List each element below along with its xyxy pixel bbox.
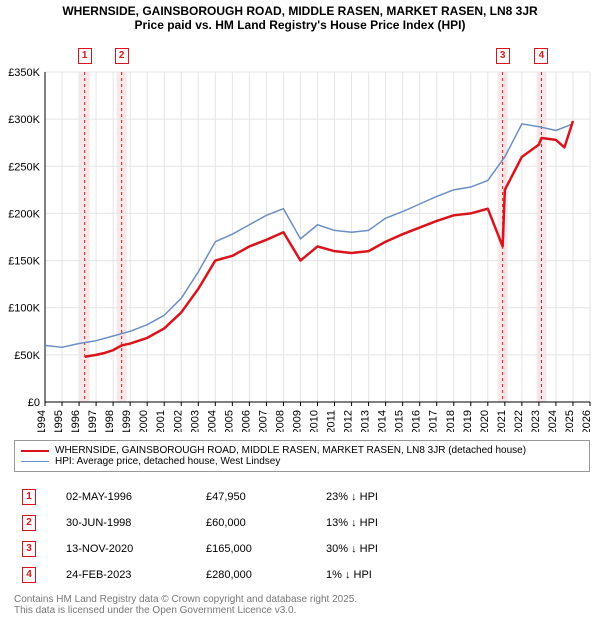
transaction-marker: 2 bbox=[22, 515, 36, 531]
attribution-line-1: Contains HM Land Registry data © Crown c… bbox=[14, 594, 357, 605]
transaction-delta: 23% ↓ HPI bbox=[326, 491, 446, 503]
svg-text:2015: 2015 bbox=[394, 410, 406, 432]
svg-text:2025: 2025 bbox=[564, 410, 576, 432]
svg-text:2007: 2007 bbox=[257, 410, 269, 432]
svg-text:2005: 2005 bbox=[223, 410, 235, 432]
svg-text:£200K: £200K bbox=[8, 208, 40, 220]
legend: WHERNSIDE, GAINSBOROUGH ROAD, MIDDLE RAS… bbox=[14, 440, 590, 472]
svg-text:2021: 2021 bbox=[496, 410, 508, 432]
svg-text:2010: 2010 bbox=[309, 410, 321, 432]
transaction-price: £47,950 bbox=[206, 491, 326, 503]
svg-text:2004: 2004 bbox=[206, 410, 218, 432]
svg-text:£100K: £100K bbox=[8, 303, 40, 315]
svg-text:£50K: £50K bbox=[14, 350, 40, 362]
svg-text:2006: 2006 bbox=[240, 410, 252, 432]
chart-title: WHERNSIDE, GAINSBOROUGH ROAD, MIDDLE RAS… bbox=[0, 0, 600, 32]
svg-text:2001: 2001 bbox=[155, 410, 167, 432]
svg-text:2019: 2019 bbox=[462, 410, 474, 432]
legend-label: WHERNSIDE, GAINSBOROUGH ROAD, MIDDLE RAS… bbox=[55, 445, 526, 456]
svg-text:2000: 2000 bbox=[138, 410, 150, 432]
transactions-table: 1 02-MAY-1996£47,95023% ↓ HPI 2 30-JUN-1998… bbox=[22, 484, 446, 588]
marker-label-1: 1 bbox=[78, 48, 92, 64]
svg-text:£250K: £250K bbox=[8, 161, 40, 173]
legend-label: HPI: Average price, detached house, West… bbox=[55, 456, 280, 467]
attribution: Contains HM Land Registry data © Crown c… bbox=[14, 594, 357, 616]
svg-text:2011: 2011 bbox=[326, 410, 338, 432]
svg-text:1996: 1996 bbox=[70, 410, 82, 432]
transaction-date: 02-MAY-1996 bbox=[66, 491, 206, 503]
legend-swatch-icon bbox=[21, 461, 49, 462]
marker-label-3: 3 bbox=[496, 48, 510, 64]
transaction-marker: 1 bbox=[22, 489, 36, 505]
transaction-date: 13-NOV-2020 bbox=[66, 543, 206, 555]
legend-item-0: WHERNSIDE, GAINSBOROUGH ROAD, MIDDLE RAS… bbox=[21, 445, 583, 456]
marker-label-2: 2 bbox=[115, 48, 129, 64]
title-line-2: Price paid vs. HM Land Registry's House … bbox=[0, 18, 600, 32]
legend-item-1: HPI: Average price, detached house, West… bbox=[21, 456, 583, 467]
svg-text:2008: 2008 bbox=[274, 410, 286, 432]
transaction-marker: 4 bbox=[22, 567, 36, 583]
legend-swatch-icon bbox=[21, 450, 49, 452]
transaction-date: 24-FEB-2023 bbox=[66, 569, 206, 581]
svg-text:1997: 1997 bbox=[87, 410, 99, 432]
transaction-row-2: 2 30-JUN-1998£60,00013% ↓ HPI bbox=[22, 510, 446, 536]
svg-text:2023: 2023 bbox=[530, 410, 542, 432]
title-line-1: WHERNSIDE, GAINSBOROUGH ROAD, MIDDLE RAS… bbox=[0, 4, 600, 18]
transaction-marker: 3 bbox=[22, 541, 36, 557]
attribution-line-2: This data is licensed under the Open Gov… bbox=[14, 605, 357, 616]
transaction-price: £280,000 bbox=[206, 569, 326, 581]
transaction-delta: 13% ↓ HPI bbox=[326, 517, 446, 529]
price-chart: £0 £50K £100K £150K £200K £250K £300K £350K 1994… bbox=[0, 32, 600, 432]
svg-text:2013: 2013 bbox=[360, 410, 372, 432]
transaction-delta: 1% ↓ HPI bbox=[326, 569, 446, 581]
svg-text:£350K: £350K bbox=[8, 67, 40, 79]
transaction-row-1: 1 02-MAY-1996£47,95023% ↓ HPI bbox=[22, 484, 446, 510]
svg-text:£150K: £150K bbox=[8, 256, 40, 268]
svg-text:2002: 2002 bbox=[172, 410, 184, 432]
svg-text:1994: 1994 bbox=[36, 410, 48, 432]
transaction-price: £165,000 bbox=[206, 543, 326, 555]
svg-text:2020: 2020 bbox=[479, 410, 491, 432]
svg-text:2009: 2009 bbox=[291, 410, 303, 432]
svg-text:1995: 1995 bbox=[53, 410, 65, 432]
transaction-price: £60,000 bbox=[206, 517, 326, 529]
svg-text:2003: 2003 bbox=[189, 410, 201, 432]
transaction-row-4: 4 24-FEB-2023£280,0001% ↓ HPI bbox=[22, 562, 446, 588]
transaction-delta: 30% ↓ HPI bbox=[326, 543, 446, 555]
svg-text:2017: 2017 bbox=[428, 410, 440, 432]
svg-text:£0: £0 bbox=[28, 397, 40, 409]
svg-text:2016: 2016 bbox=[411, 410, 423, 432]
svg-text:2024: 2024 bbox=[547, 410, 559, 432]
svg-text:2026: 2026 bbox=[581, 410, 593, 432]
svg-text:1999: 1999 bbox=[121, 410, 133, 432]
svg-text:1998: 1998 bbox=[104, 410, 116, 432]
svg-text:£300K: £300K bbox=[8, 114, 40, 126]
svg-text:2014: 2014 bbox=[377, 410, 389, 432]
transaction-row-3: 3 13-NOV-2020£165,00030% ↓ HPI bbox=[22, 536, 446, 562]
svg-text:2012: 2012 bbox=[343, 410, 355, 432]
transaction-date: 30-JUN-1998 bbox=[66, 517, 206, 529]
chart-container: WHERNSIDE, GAINSBOROUGH ROAD, MIDDLE RAS… bbox=[0, 0, 600, 620]
svg-text:2018: 2018 bbox=[445, 410, 457, 432]
marker-label-4: 4 bbox=[534, 48, 548, 64]
svg-text:2022: 2022 bbox=[513, 410, 525, 432]
